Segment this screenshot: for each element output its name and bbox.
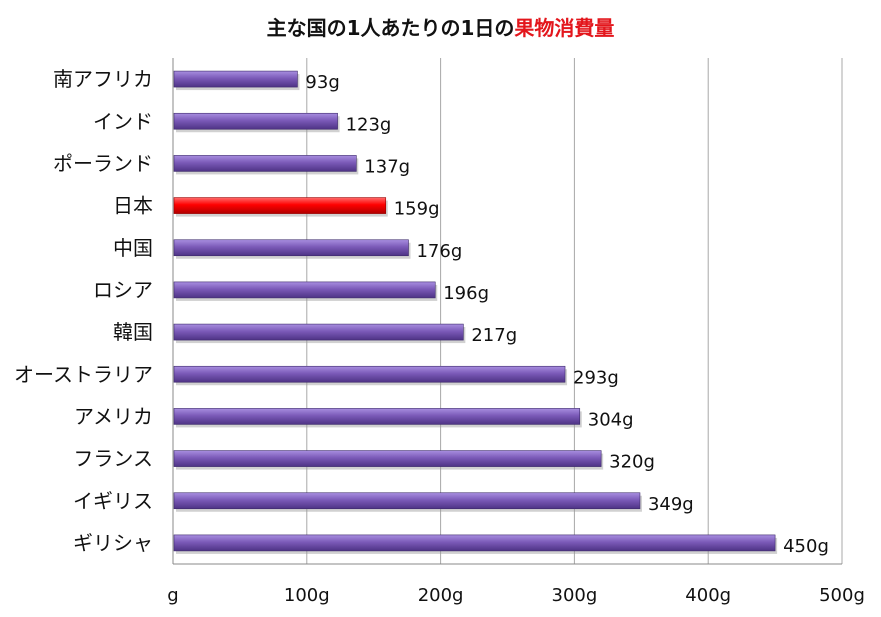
- bar: [173, 492, 641, 510]
- x-tick-label: 500g: [819, 585, 865, 606]
- x-tick-label: 200g: [418, 585, 464, 606]
- bar: [173, 112, 338, 130]
- data-label: 349g: [648, 494, 694, 515]
- data-label: 320g: [609, 452, 655, 473]
- data-label: 93g: [305, 72, 339, 93]
- bar: [173, 408, 581, 425]
- category-label: フランス: [73, 447, 153, 471]
- category-label: インド: [93, 109, 153, 133]
- category-label: ロシア: [93, 278, 153, 302]
- x-tick-label: 300g: [552, 585, 598, 606]
- data-label: 304g: [588, 409, 634, 430]
- bar: [173, 534, 776, 552]
- bar: [173, 70, 298, 88]
- category-label: 中国: [113, 236, 153, 260]
- x-tick-label: g: [167, 585, 178, 606]
- category-label: オーストラリア: [14, 362, 153, 386]
- category-label: 日本: [113, 194, 153, 218]
- bar: [173, 365, 566, 383]
- data-label: 217g: [471, 325, 517, 346]
- category-label: アメリカ: [74, 404, 153, 428]
- data-label: 293g: [573, 367, 619, 388]
- data-label: 450g: [783, 536, 829, 557]
- chart-title: 主な国の1人あたりの1日の果物消費量: [0, 12, 881, 41]
- category-label: イギリス: [73, 489, 153, 513]
- x-tick-label: 400g: [685, 585, 731, 606]
- bar: [173, 450, 602, 467]
- bar: [173, 155, 357, 172]
- chart-title-main: 主な国の1人あたりの1日の: [266, 16, 515, 40]
- data-label: 196g: [443, 283, 489, 304]
- bar: [173, 323, 464, 341]
- data-label: 176g: [416, 241, 462, 262]
- data-label: 159g: [394, 199, 440, 220]
- x-tick-label: 100g: [284, 585, 330, 606]
- bar: [173, 281, 436, 299]
- chart-title-highlight: 果物消費量: [514, 16, 615, 40]
- category-label: ポーランド: [53, 151, 153, 175]
- category-label: ギリシャ: [73, 531, 153, 555]
- category-label: 韓国: [113, 320, 153, 344]
- data-label: 123g: [346, 114, 392, 135]
- bar: [173, 239, 409, 257]
- bar-highlight: [173, 197, 387, 214]
- data-label: 137g: [364, 156, 410, 177]
- category-label: 南アフリカ: [53, 67, 153, 91]
